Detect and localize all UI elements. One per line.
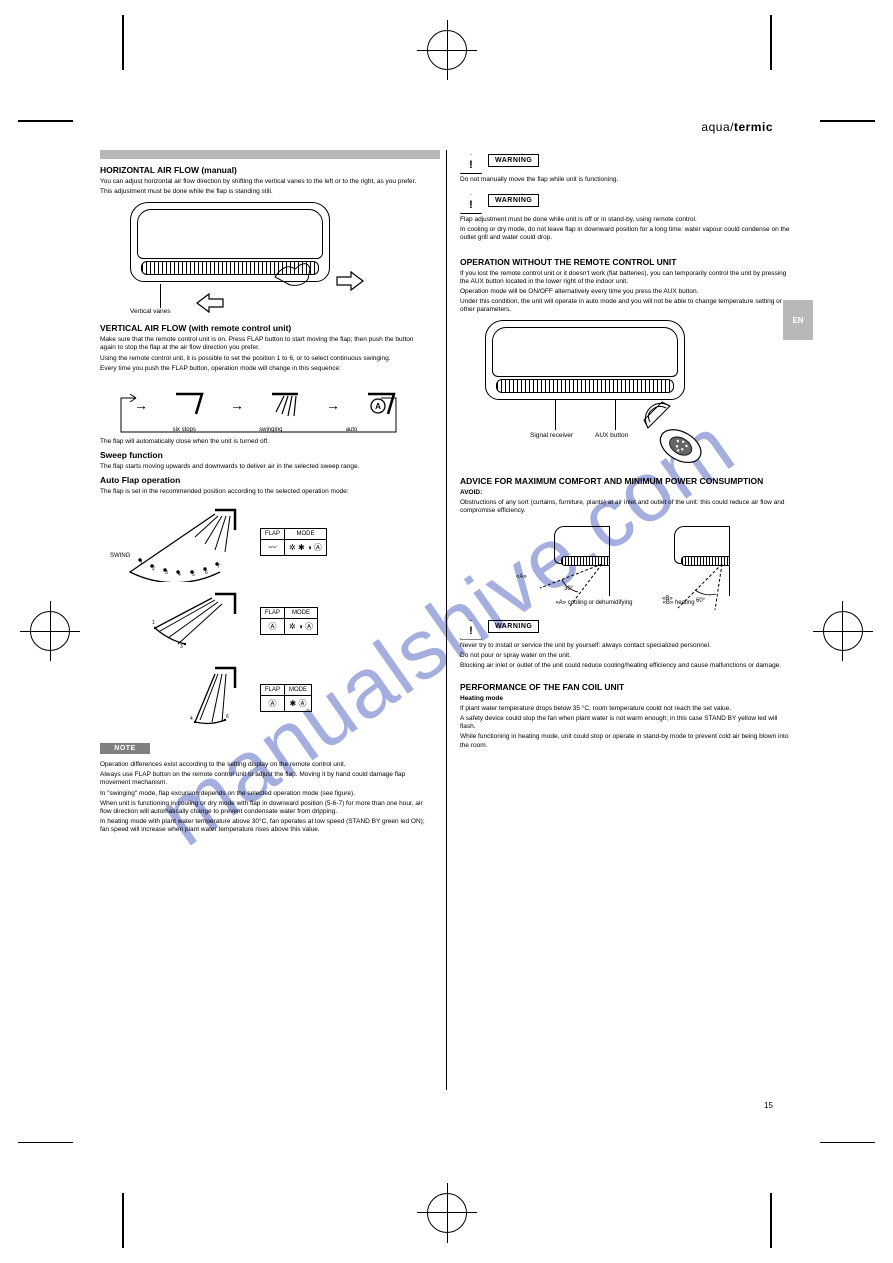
remote-icon xyxy=(640,398,730,468)
svg-text:3: 3 xyxy=(180,644,183,650)
figure-horizontal-flow: Vertical vanes xyxy=(100,202,430,317)
warn2-p1: Flap adjustment must be done while unit … xyxy=(460,216,790,224)
warning-icon xyxy=(460,194,482,214)
cool-angle-diagram: 13 xyxy=(100,586,240,656)
sec2-title: VERTICAL AIR FLOW (with remote control u… xyxy=(100,323,430,333)
warn2-p2: In cooling or dry mode, do not leave fla… xyxy=(460,226,790,242)
page-content: aqua/termic EN HORIZONTAL AIR FLOW (manu… xyxy=(100,120,793,1120)
advice-sub: AVOID: xyxy=(460,489,790,497)
page-number: 15 xyxy=(764,1101,773,1110)
op-p3: Under this condition, the unit will oper… xyxy=(460,298,790,314)
svg-text:30°: 30° xyxy=(564,586,574,592)
svg-text:SWING: SWING xyxy=(110,553,131,559)
svg-text:1: 1 xyxy=(152,620,155,626)
sec2-p2: Using the remote control unit, it is pos… xyxy=(100,355,430,363)
advice-p1: Obstructions of any sort (curtains, furn… xyxy=(460,499,790,515)
angle-row-3: 46 FLAPMODE Ⓐ✱ Ⓐ xyxy=(100,660,430,735)
svg-text:4: 4 xyxy=(190,716,193,722)
perf-2: A safety device could stop the fan when … xyxy=(460,715,790,731)
header-bar xyxy=(100,150,440,159)
arrow-left-icon xyxy=(195,292,225,314)
note-2: Always use FLAP button on the remote con… xyxy=(100,771,430,787)
brand-logo: aqua/termic xyxy=(701,120,773,134)
svg-text:60°: 60° xyxy=(696,598,706,604)
warning-1: WARNING xyxy=(460,154,790,174)
warning-icon xyxy=(460,154,482,174)
label-a: «A» xyxy=(516,574,527,580)
receiver-label: Signal receiver xyxy=(530,432,573,439)
warn1-p: Do not manually move the flap while unit… xyxy=(460,176,790,184)
angle-b-icon: 60° xyxy=(640,558,730,613)
loop-arrow xyxy=(116,382,416,438)
sec2-p3: Every time you push the FLAP button, ope… xyxy=(100,365,430,373)
sec3-title: Sweep function xyxy=(100,450,430,460)
angle-row-1: 123 4567 SWING FLAPMODE 〰✲ ✱ ◑ Ⓐ xyxy=(100,502,430,582)
swing-diagram: 123 4567 SWING xyxy=(100,502,240,582)
sec3-p: The flap starts moving upwards and downw… xyxy=(100,463,430,471)
flap-sequence: → → → A six stops swinging auto xyxy=(120,383,410,434)
warning-label: WARNING xyxy=(488,154,539,167)
brand-part2: termic xyxy=(734,120,773,134)
warn3-p1: Never try to install or service the unit… xyxy=(460,642,790,650)
sec1-title: HORIZONTAL AIR FLOW (manual) xyxy=(100,165,430,175)
right-column: WARNING Do not manually move the flap wh… xyxy=(460,150,790,752)
sec4-title: Auto Flap operation xyxy=(100,475,430,485)
warning-3: WARNING xyxy=(460,620,790,640)
note-label: NOTE xyxy=(100,743,150,754)
svg-text:6: 6 xyxy=(226,714,229,720)
note-5: In heating mode with plant water tempera… xyxy=(100,818,430,834)
note-3: In "swinging" mode, flap excursion depen… xyxy=(100,790,430,798)
angle-a-icon: 30° xyxy=(520,558,610,608)
warn3-p2: Do not pour or spray water on the unit. xyxy=(460,652,790,660)
brand-part1: aqua xyxy=(701,120,730,134)
note-1: Operation differences exist according to… xyxy=(100,761,430,769)
perf-3: While functioning in heating mode, unit … xyxy=(460,733,790,749)
hand-icon xyxy=(270,257,330,297)
aux-label: AUX button xyxy=(595,432,628,439)
note-4: When unit is functioning in cooling or d… xyxy=(100,800,430,816)
side-diagrams: 30° «A» 60° «B» xyxy=(460,526,790,596)
sec2-p4: The flap will automatically close when t… xyxy=(100,438,430,446)
perf-title: PERFORMANCE OF THE FAN COIL UNIT xyxy=(460,682,790,692)
warning-2: WARNING xyxy=(460,194,790,214)
sec1-p2: This adjustment must be done while the f… xyxy=(100,188,430,196)
svg-text:6: 6 xyxy=(205,570,208,576)
advice-title: ADVICE FOR MAXIMUM COMFORT AND MINIMUM P… xyxy=(460,476,790,486)
sec4-p: The flap is set in the recommended posit… xyxy=(100,488,430,496)
warning-icon xyxy=(460,620,482,640)
angle-row-2: 13 FLAPMODE Ⓐ✲ ◑ Ⓐ xyxy=(100,586,430,656)
sec1-p1: You can adjust horizontal air flow direc… xyxy=(100,178,430,186)
label-b: «B» xyxy=(662,596,673,602)
column-divider xyxy=(446,150,447,1090)
op-p1: If you lost the remote control unit or i… xyxy=(460,270,790,286)
perf-1: If plant water temperature drops below 3… xyxy=(460,705,790,713)
warning-label: WARNING xyxy=(488,620,539,633)
left-column: HORIZONTAL AIR FLOW (manual) You can adj… xyxy=(100,165,430,836)
heat-angle-diagram: 46 xyxy=(100,660,240,735)
flap-table-2: FLAPMODE Ⓐ✲ ◑ Ⓐ xyxy=(260,607,318,635)
sec2-p1: Make sure that the remote control unit i… xyxy=(100,336,430,352)
flap-table-3: FLAPMODE Ⓐ✱ Ⓐ xyxy=(260,684,312,712)
figure-aux: Signal receiver AUX button xyxy=(460,320,790,470)
arrow-right-icon xyxy=(335,270,365,292)
warning-label: WARNING xyxy=(488,194,539,207)
op-p2: Operation mode will be ON/OFF alternativ… xyxy=(460,288,790,296)
vanes-label: Vertical vanes xyxy=(130,308,170,315)
flap-table-1: FLAPMODE 〰✲ ✱ ◑ Ⓐ xyxy=(260,528,327,556)
op-title: OPERATION WITHOUT THE REMOTE CONTROL UNI… xyxy=(460,257,790,267)
perf-sub: Heating mode xyxy=(460,695,790,703)
warn3-p3: Blocking air inlet or outlet of the unit… xyxy=(460,662,790,670)
